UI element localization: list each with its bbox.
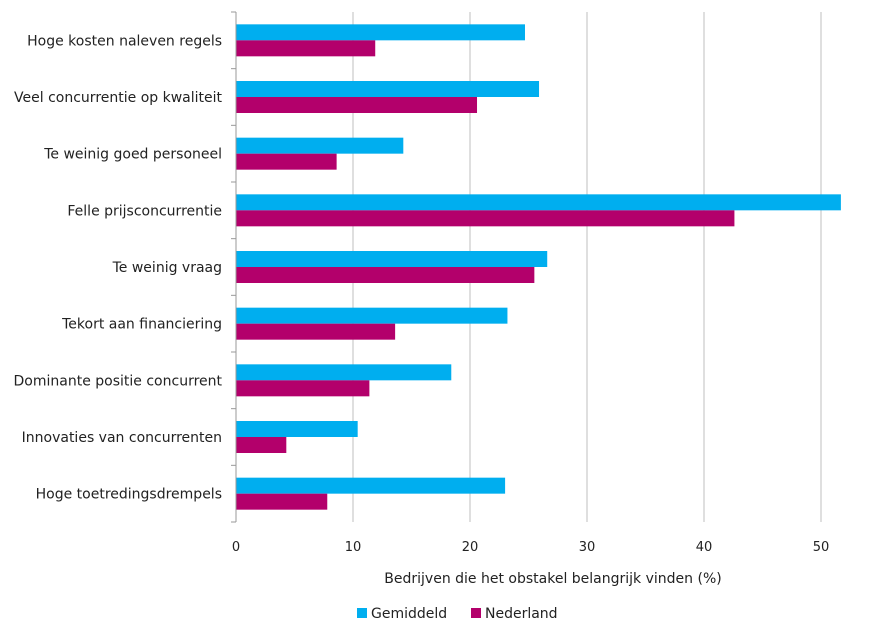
bar-nederland <box>236 323 396 340</box>
x-tick-label: 10 <box>345 540 362 555</box>
legend-swatch-nederland <box>471 608 481 618</box>
bar-nederland <box>236 153 337 170</box>
bar-gemiddeld <box>236 307 508 324</box>
x-tick-label: 0 <box>232 540 240 555</box>
category-label: Innovaties van concurrenten <box>22 430 222 446</box>
category-label: Veel concurrentie op kwaliteit <box>14 90 222 106</box>
bar-gemiddeld <box>236 364 452 381</box>
bar-gemiddeld <box>236 24 525 41</box>
bar-gemiddeld <box>236 477 506 494</box>
category-label: Felle prijsconcurrentie <box>67 203 222 219</box>
category-label: Dominante positie concurrent <box>14 373 223 389</box>
bar-nederland <box>236 380 370 397</box>
x-tick-label: 50 <box>813 540 830 555</box>
category-label: Tekort aan financiering <box>61 317 222 333</box>
bars <box>236 24 841 510</box>
bar-nederland <box>236 210 735 227</box>
x-tick-label: 40 <box>696 540 713 555</box>
category-labels: Hoge kosten naleven regels Veel concurren… <box>14 33 223 502</box>
bar-gemiddeld <box>236 194 841 211</box>
x-axis-title: Bedrijven die het obstakel belangrijk vi… <box>384 571 721 587</box>
legend-label-gemiddeld: Gemiddeld <box>371 606 447 622</box>
bar-nederland <box>236 437 287 453</box>
category-label: Te weinig vraag <box>112 260 222 276</box>
legend: Gemiddeld Nederland <box>357 606 558 622</box>
legend-swatch-gemiddeld <box>357 608 367 618</box>
bar-nederland <box>236 267 535 283</box>
bar-gemiddeld <box>236 421 358 437</box>
bar-gemiddeld <box>236 137 404 154</box>
category-label: Hoge kosten naleven regels <box>27 33 222 49</box>
category-label: Te weinig goed personeel <box>43 147 222 163</box>
bar-gemiddeld <box>236 81 540 97</box>
bar-gemiddeld <box>236 251 548 267</box>
axes <box>231 11 237 523</box>
category-label: Hoge toetredingsdrempels <box>36 487 222 503</box>
x-tick-label: 30 <box>579 540 596 555</box>
legend-label-nederland: Nederland <box>485 606 558 622</box>
bar-nederland <box>236 493 328 510</box>
x-tick-label: 20 <box>462 540 479 555</box>
bar-nederland <box>236 97 478 113</box>
tick-labels: 0 10 20 30 40 50 <box>232 540 829 555</box>
bar-nederland <box>236 40 376 57</box>
